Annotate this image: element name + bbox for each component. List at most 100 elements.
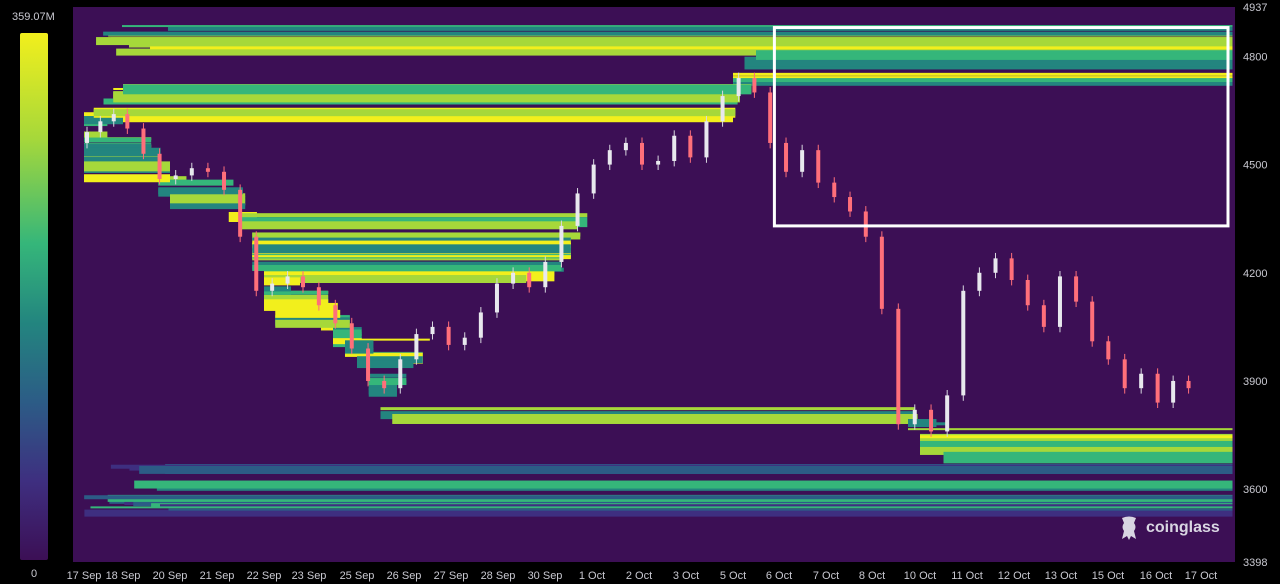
candle-body: [254, 236, 259, 291]
candle-body: [98, 121, 103, 133]
x-tick-label: 21 Sep: [200, 570, 235, 582]
heatmap-band: [908, 419, 937, 428]
candle-body: [912, 409, 917, 425]
x-tick-label: 28 Sep: [481, 570, 516, 582]
heatmap-band: [744, 65, 1233, 70]
candle-body: [414, 334, 419, 360]
heatmap-band: [84, 147, 161, 151]
heatmap-band: [84, 137, 152, 143]
heatmap-band: [110, 37, 1233, 43]
candle-body: [1025, 279, 1030, 306]
candle-body: [1074, 276, 1079, 302]
heatmap-band: [252, 244, 571, 254]
candle-body: [398, 359, 403, 389]
candle-body: [929, 409, 934, 432]
heatmap-band: [252, 258, 562, 261]
candle-body: [879, 236, 884, 309]
candle-body: [316, 287, 321, 306]
x-tick-label: 20 Sep: [153, 570, 188, 582]
heatmap-band: [134, 480, 1233, 489]
candle-body: [1155, 373, 1160, 403]
heatmap-band: [84, 509, 1233, 517]
x-tick-label: 7 Oct: [813, 570, 839, 582]
heatmap-band: [357, 360, 414, 369]
candle-body: [189, 168, 194, 176]
candle-body: [1009, 258, 1014, 280]
heatmap-band: [252, 255, 571, 260]
heatmap-band: [240, 213, 588, 218]
candle-body: [591, 164, 596, 194]
candle-body: [961, 290, 966, 396]
x-tick-label: 5 Oct: [720, 570, 746, 582]
heatmap-band: [252, 237, 571, 241]
y-tick-label: 4200: [1243, 268, 1267, 280]
colorbar: [20, 33, 48, 560]
candle-body: [125, 114, 130, 129]
heatmap-band: [103, 31, 1233, 36]
x-tick-label: 26 Sep: [387, 570, 422, 582]
heatmap-band: [264, 290, 329, 295]
candle-body: [157, 153, 162, 180]
heatmap-band: [240, 222, 578, 225]
y-tick-label: 4937: [1243, 2, 1267, 14]
heatmap-band: [345, 338, 430, 341]
heatmap-band: [158, 179, 234, 186]
heatmap-band: [84, 157, 161, 163]
heatmap-band: [158, 187, 243, 195]
x-tick-label: 17 Oct: [1185, 570, 1217, 582]
y-tick-label: 3600: [1243, 484, 1267, 496]
candle-body: [301, 276, 305, 288]
candle-body: [736, 78, 741, 97]
candle-body: [752, 78, 757, 93]
y-tick-label: 4800: [1243, 51, 1267, 63]
heatmap-band: [733, 80, 1233, 86]
x-tick-label: 22 Sep: [247, 570, 282, 582]
candle-body: [527, 272, 532, 288]
heatmap-band: [264, 299, 329, 305]
candle-body: [173, 175, 178, 180]
candle-body: [1186, 380, 1191, 389]
heatmap-band: [84, 116, 123, 125]
heatmap-band: [908, 428, 1233, 431]
heatmap-band: [84, 174, 170, 183]
candle-body: [1122, 359, 1127, 389]
candle-body: [543, 261, 548, 288]
heatmap-band: [264, 277, 300, 286]
heatmap-band: [116, 48, 1233, 56]
highlight-box: [772, 26, 1230, 228]
colorbar-min-label: 0: [31, 568, 38, 580]
heatmap-band: [252, 232, 581, 240]
heatmap-band: [93, 109, 736, 117]
candle-body: [1171, 380, 1176, 403]
heatmap-band: [170, 195, 246, 205]
coinglass-watermark: coinglass: [1118, 515, 1220, 541]
x-tick-label: 2 Oct: [626, 570, 652, 582]
heatmap-band: [756, 53, 1233, 60]
candle-body: [333, 305, 338, 324]
heatmap-band: [943, 454, 1233, 464]
candle-body: [848, 197, 853, 212]
y-axis-ticks: 4937 4800 4500 4200 3900 3600 3398: [1243, 2, 1267, 569]
candle-body: [141, 128, 146, 154]
candle-body: [366, 348, 371, 381]
candle-body: [863, 211, 868, 237]
heatmap-band: [744, 59, 1233, 67]
candle-body: [1090, 301, 1095, 342]
x-tick-label: 17 Sep: [67, 570, 102, 582]
x-tick-label: 25 Sep: [340, 570, 375, 582]
heatmap-band: [167, 26, 1233, 31]
candle-body: [656, 160, 661, 165]
heatmap-band: [368, 373, 407, 378]
heatmap-band: [84, 124, 108, 127]
candle-body: [511, 272, 516, 284]
heatmap-band: [920, 440, 1233, 447]
candle-body: [945, 395, 950, 432]
heatmap-band: [264, 286, 291, 292]
heatmap-band: [357, 356, 423, 364]
heatmap-band: [128, 39, 1233, 48]
heatmap-bands: [84, 25, 1233, 517]
heatmap-band: [275, 309, 341, 318]
heatmap-band: [90, 506, 1233, 509]
x-tick-label: 18 Sep: [106, 570, 141, 582]
